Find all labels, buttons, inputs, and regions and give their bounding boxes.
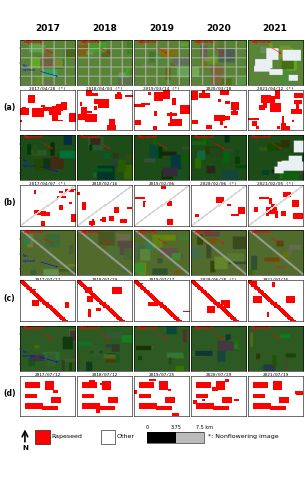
Bar	[148, 432, 204, 443]
Text: 7.5 km: 7.5 km	[196, 425, 213, 430]
Bar	[35, 430, 50, 444]
Text: Rapeseed: Rapeseed	[252, 230, 281, 244]
X-axis label: 2021/04/12 (*): 2021/04/12 (*)	[257, 87, 294, 91]
X-axis label: 2020/03/18: 2020/03/18	[206, 87, 232, 91]
Text: Rapeseed: Rapeseed	[81, 135, 110, 148]
Text: Rapeseed: Rapeseed	[81, 230, 110, 244]
Text: Rapeseed: Rapeseed	[195, 326, 224, 339]
Bar	[176, 432, 204, 443]
Text: *: Nonflowering image: *: Nonflowering image	[208, 434, 279, 439]
Text: Rapeseed: Rapeseed	[81, 40, 110, 54]
X-axis label: 2017/04/07 (*): 2017/04/07 (*)	[29, 182, 66, 186]
X-axis label: 2019/03/14 (*): 2019/03/14 (*)	[143, 87, 180, 91]
Text: Other: Other	[117, 434, 135, 439]
Text: Rapeseed: Rapeseed	[138, 40, 167, 54]
Text: 2018: 2018	[92, 24, 117, 33]
X-axis label: 2021/02/05 (*): 2021/02/05 (*)	[257, 182, 294, 186]
Bar	[148, 432, 176, 443]
X-axis label: 2019/07/17: 2019/07/17	[149, 278, 175, 281]
X-axis label: 2018/07/12: 2018/07/12	[92, 373, 118, 377]
Text: Rapeseed: Rapeseed	[52, 434, 82, 439]
Text: Rapeseed: Rapeseed	[81, 326, 110, 339]
X-axis label: 2021/07/16: 2021/07/16	[263, 278, 289, 281]
Text: Rapeseed: Rapeseed	[195, 135, 224, 148]
Text: Rapeseed: Rapeseed	[23, 40, 53, 54]
Text: 3.75: 3.75	[170, 425, 181, 430]
Text: Rapeseed: Rapeseed	[195, 230, 224, 244]
X-axis label: 2020/02/06 (*): 2020/02/06 (*)	[200, 182, 237, 186]
Text: 2019: 2019	[149, 24, 174, 33]
Text: Rapeseed: Rapeseed	[195, 40, 224, 54]
Text: (b): (b)	[3, 198, 16, 207]
X-axis label: 2020/07/29: 2020/07/29	[206, 373, 232, 377]
Text: Non-
rapeseed: Non- rapeseed	[22, 254, 57, 267]
Text: Non-
rapeseed: Non- rapeseed	[22, 350, 57, 362]
Text: (c): (c)	[3, 294, 15, 302]
Text: Rapeseed: Rapeseed	[138, 230, 167, 244]
Text: (d): (d)	[3, 389, 16, 398]
X-axis label: 2020/06/28 (*): 2020/06/28 (*)	[200, 278, 237, 281]
Bar	[101, 430, 115, 444]
X-axis label: 2017/07/12: 2017/07/12	[34, 373, 61, 377]
Text: Non-
rapeseed: Non- rapeseed	[22, 159, 57, 172]
Text: Rapeseed: Rapeseed	[23, 326, 53, 339]
Text: Rapeseed: Rapeseed	[252, 40, 281, 54]
Text: Rapeseed: Rapeseed	[138, 326, 167, 339]
Text: 0: 0	[146, 425, 149, 430]
X-axis label: 2017/07/17: 2017/07/17	[34, 278, 61, 281]
X-axis label: 2018/07/19: 2018/07/19	[92, 278, 118, 281]
Text: 2021: 2021	[263, 24, 288, 33]
Text: Rapeseed: Rapeseed	[138, 135, 167, 148]
X-axis label: 2018/02/16: 2018/02/16	[92, 182, 118, 186]
Text: Rapeseed: Rapeseed	[252, 326, 281, 339]
Text: 2020: 2020	[206, 24, 231, 33]
Text: Rapeseed: Rapeseed	[23, 230, 53, 244]
X-axis label: 2019/02/06: 2019/02/06	[149, 182, 175, 186]
Text: Rapeseed: Rapeseed	[23, 135, 53, 148]
X-axis label: 2021/07/19: 2021/07/19	[263, 373, 289, 377]
Text: N: N	[22, 445, 28, 451]
X-axis label: 2017/04/28 (*): 2017/04/28 (*)	[29, 87, 66, 91]
Text: Rapeseed: Rapeseed	[252, 135, 281, 148]
Text: Non-
rapeseed: Non- rapeseed	[22, 64, 57, 76]
Text: 2017: 2017	[36, 24, 61, 33]
X-axis label: 2018/04/03 (*): 2018/04/03 (*)	[86, 87, 123, 91]
Text: (a): (a)	[3, 103, 15, 112]
X-axis label: 2019/07/25: 2019/07/25	[149, 373, 175, 377]
